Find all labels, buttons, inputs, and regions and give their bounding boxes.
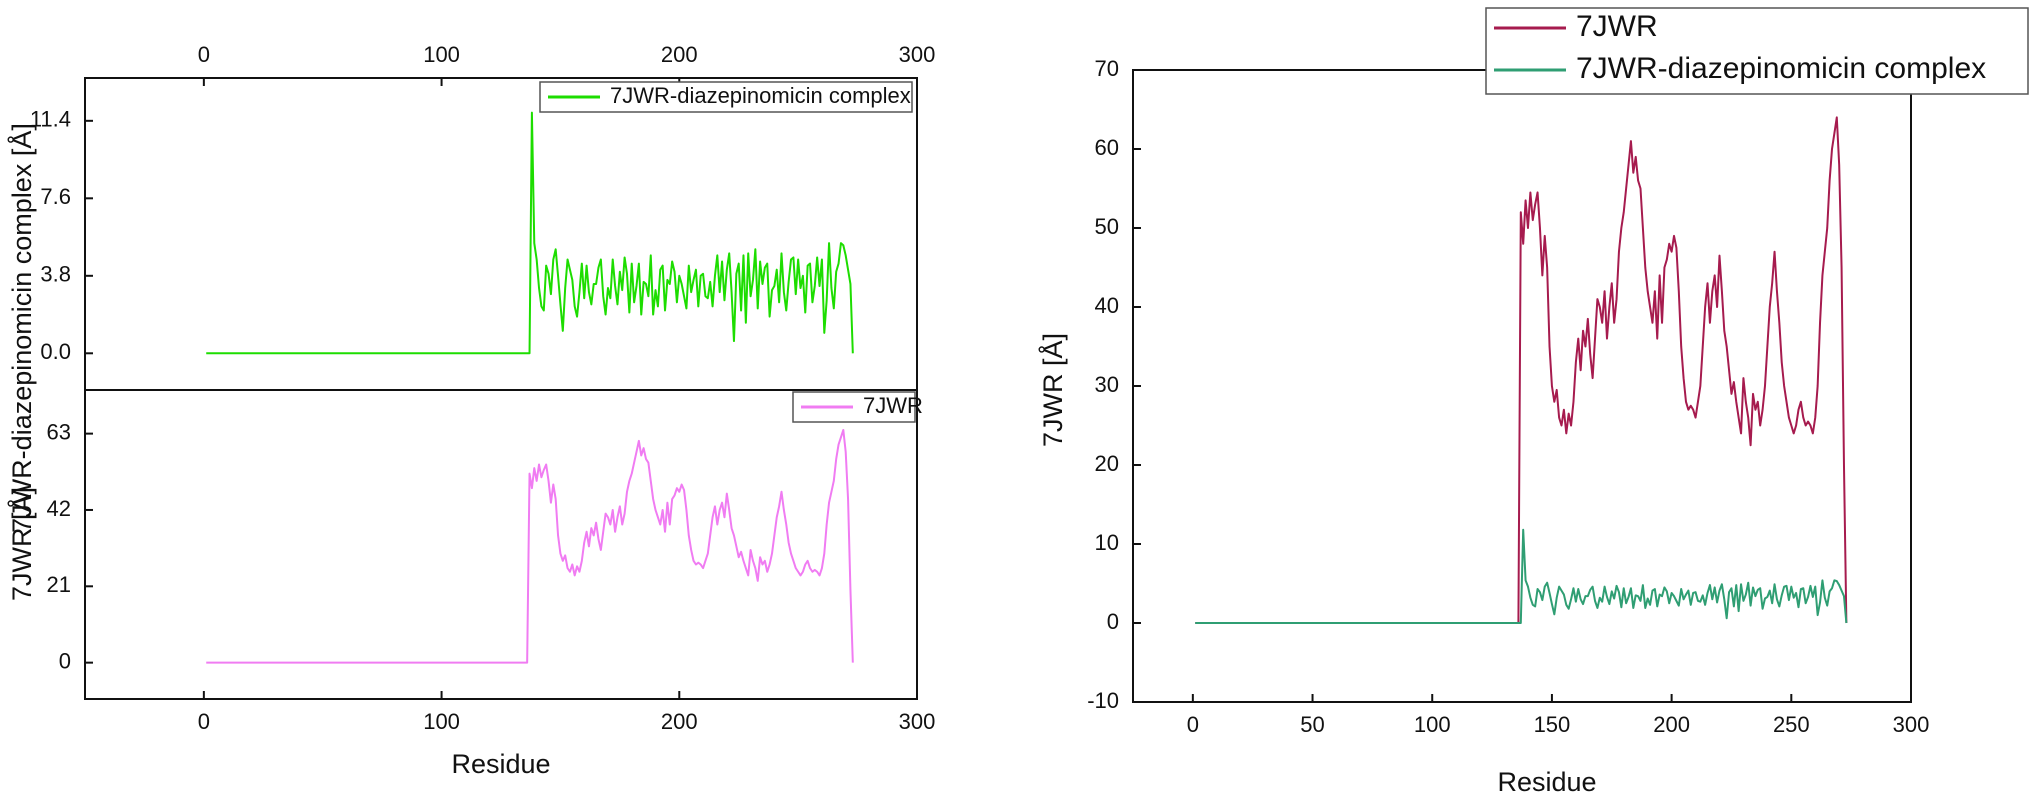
x-tick-label: 100 <box>423 709 460 734</box>
y-tick-label: 0.0 <box>40 339 71 364</box>
plot-frame <box>84 77 918 391</box>
x-tick-label: 200 <box>661 42 698 67</box>
y-tick-label: 3.8 <box>40 262 71 287</box>
x-tick-label: 0 <box>1187 712 1199 737</box>
x-tick-label: 50 <box>1300 712 1324 737</box>
y-tick-label: 50 <box>1095 214 1119 239</box>
y-tick-label: 63 <box>47 419 71 444</box>
x-tick-label: 0 <box>198 709 210 734</box>
x-tick-label: 200 <box>1653 712 1690 737</box>
y-tick-label: 0 <box>1107 609 1119 634</box>
x-tick-label: 250 <box>1773 712 1810 737</box>
y-tick-label: 21 <box>47 572 71 597</box>
legend-label-0: 7JWR <box>1576 10 1658 43</box>
y-tick-label: 42 <box>47 496 71 521</box>
series-line-0 <box>206 111 854 355</box>
x-tick-label: 300 <box>899 709 936 734</box>
x-tick-label: 300 <box>1893 712 1930 737</box>
x-axis-title: Residue <box>451 749 550 779</box>
plot-frame <box>84 389 918 700</box>
chart-root: 0 100 200 3000.03.87.611.47JWR-diazepinomic… <box>6 7 2029 797</box>
y-tick-label: 40 <box>1095 293 1119 318</box>
x-tick-label: 0 <box>198 42 210 67</box>
y-axis-title: 7JWR [Å] <box>6 487 37 601</box>
x-tick-label: 100 <box>423 42 460 67</box>
series-line-0 <box>206 428 854 664</box>
legend-box <box>1485 7 2029 95</box>
chart-panel-left-bottom: 0 100 200 300 0 21 42 63 Residue 7JWR [Å] 7JWR <box>6 389 936 779</box>
x-axis-title: Residue <box>1497 767 1596 797</box>
legend: 7JWR <box>792 391 923 423</box>
legend-box <box>539 81 913 113</box>
y-tick-label: 0 <box>59 648 71 673</box>
legend: 7JWR 7JWR-diazepinomicin complex <box>1485 7 2029 95</box>
y-tick-label: 7.6 <box>40 184 71 209</box>
y-tick-label: -10 <box>1087 688 1119 713</box>
series-line-0 <box>1195 116 1848 624</box>
x-tick-label: 150 <box>1534 712 1571 737</box>
chart-panel-right: 0 50 100 150 200 250 300 -10 0 10 20 30 40 50 60 70 Resi… <box>1037 7 2029 797</box>
x-tick-label: 300 <box>899 42 936 67</box>
y-tick-label: 11.4 <box>30 107 71 132</box>
legend-label-1: 7JWR-diazepinomicin complex <box>1576 52 1986 85</box>
x-tick-label: 100 <box>1414 712 1451 737</box>
y-tick-label: 10 <box>1095 530 1119 555</box>
y-axis-title: 7JWR [Å] <box>1037 333 1068 447</box>
x-tick-label: 200 <box>661 709 698 734</box>
y-tick-label: 20 <box>1095 451 1119 476</box>
legend-label-0: 7JWR <box>863 393 923 418</box>
y-tick-label: 60 <box>1095 135 1119 160</box>
y-tick-label: 70 <box>1095 56 1119 81</box>
chart-panel-left-top: 0 100 200 3000.03.87.611.47JWR-diazepinomic… <box>6 42 935 533</box>
series-line-1 <box>1195 528 1848 624</box>
legend-label-0: 7JWR-diazepinomicin complex <box>610 83 911 108</box>
y-tick-label: 30 <box>1095 372 1119 397</box>
y-axis-title: 7JWR-diazepinomicin complex [Å] <box>6 123 37 533</box>
legend: 7JWR-diazepinomicin complex <box>539 81 913 113</box>
